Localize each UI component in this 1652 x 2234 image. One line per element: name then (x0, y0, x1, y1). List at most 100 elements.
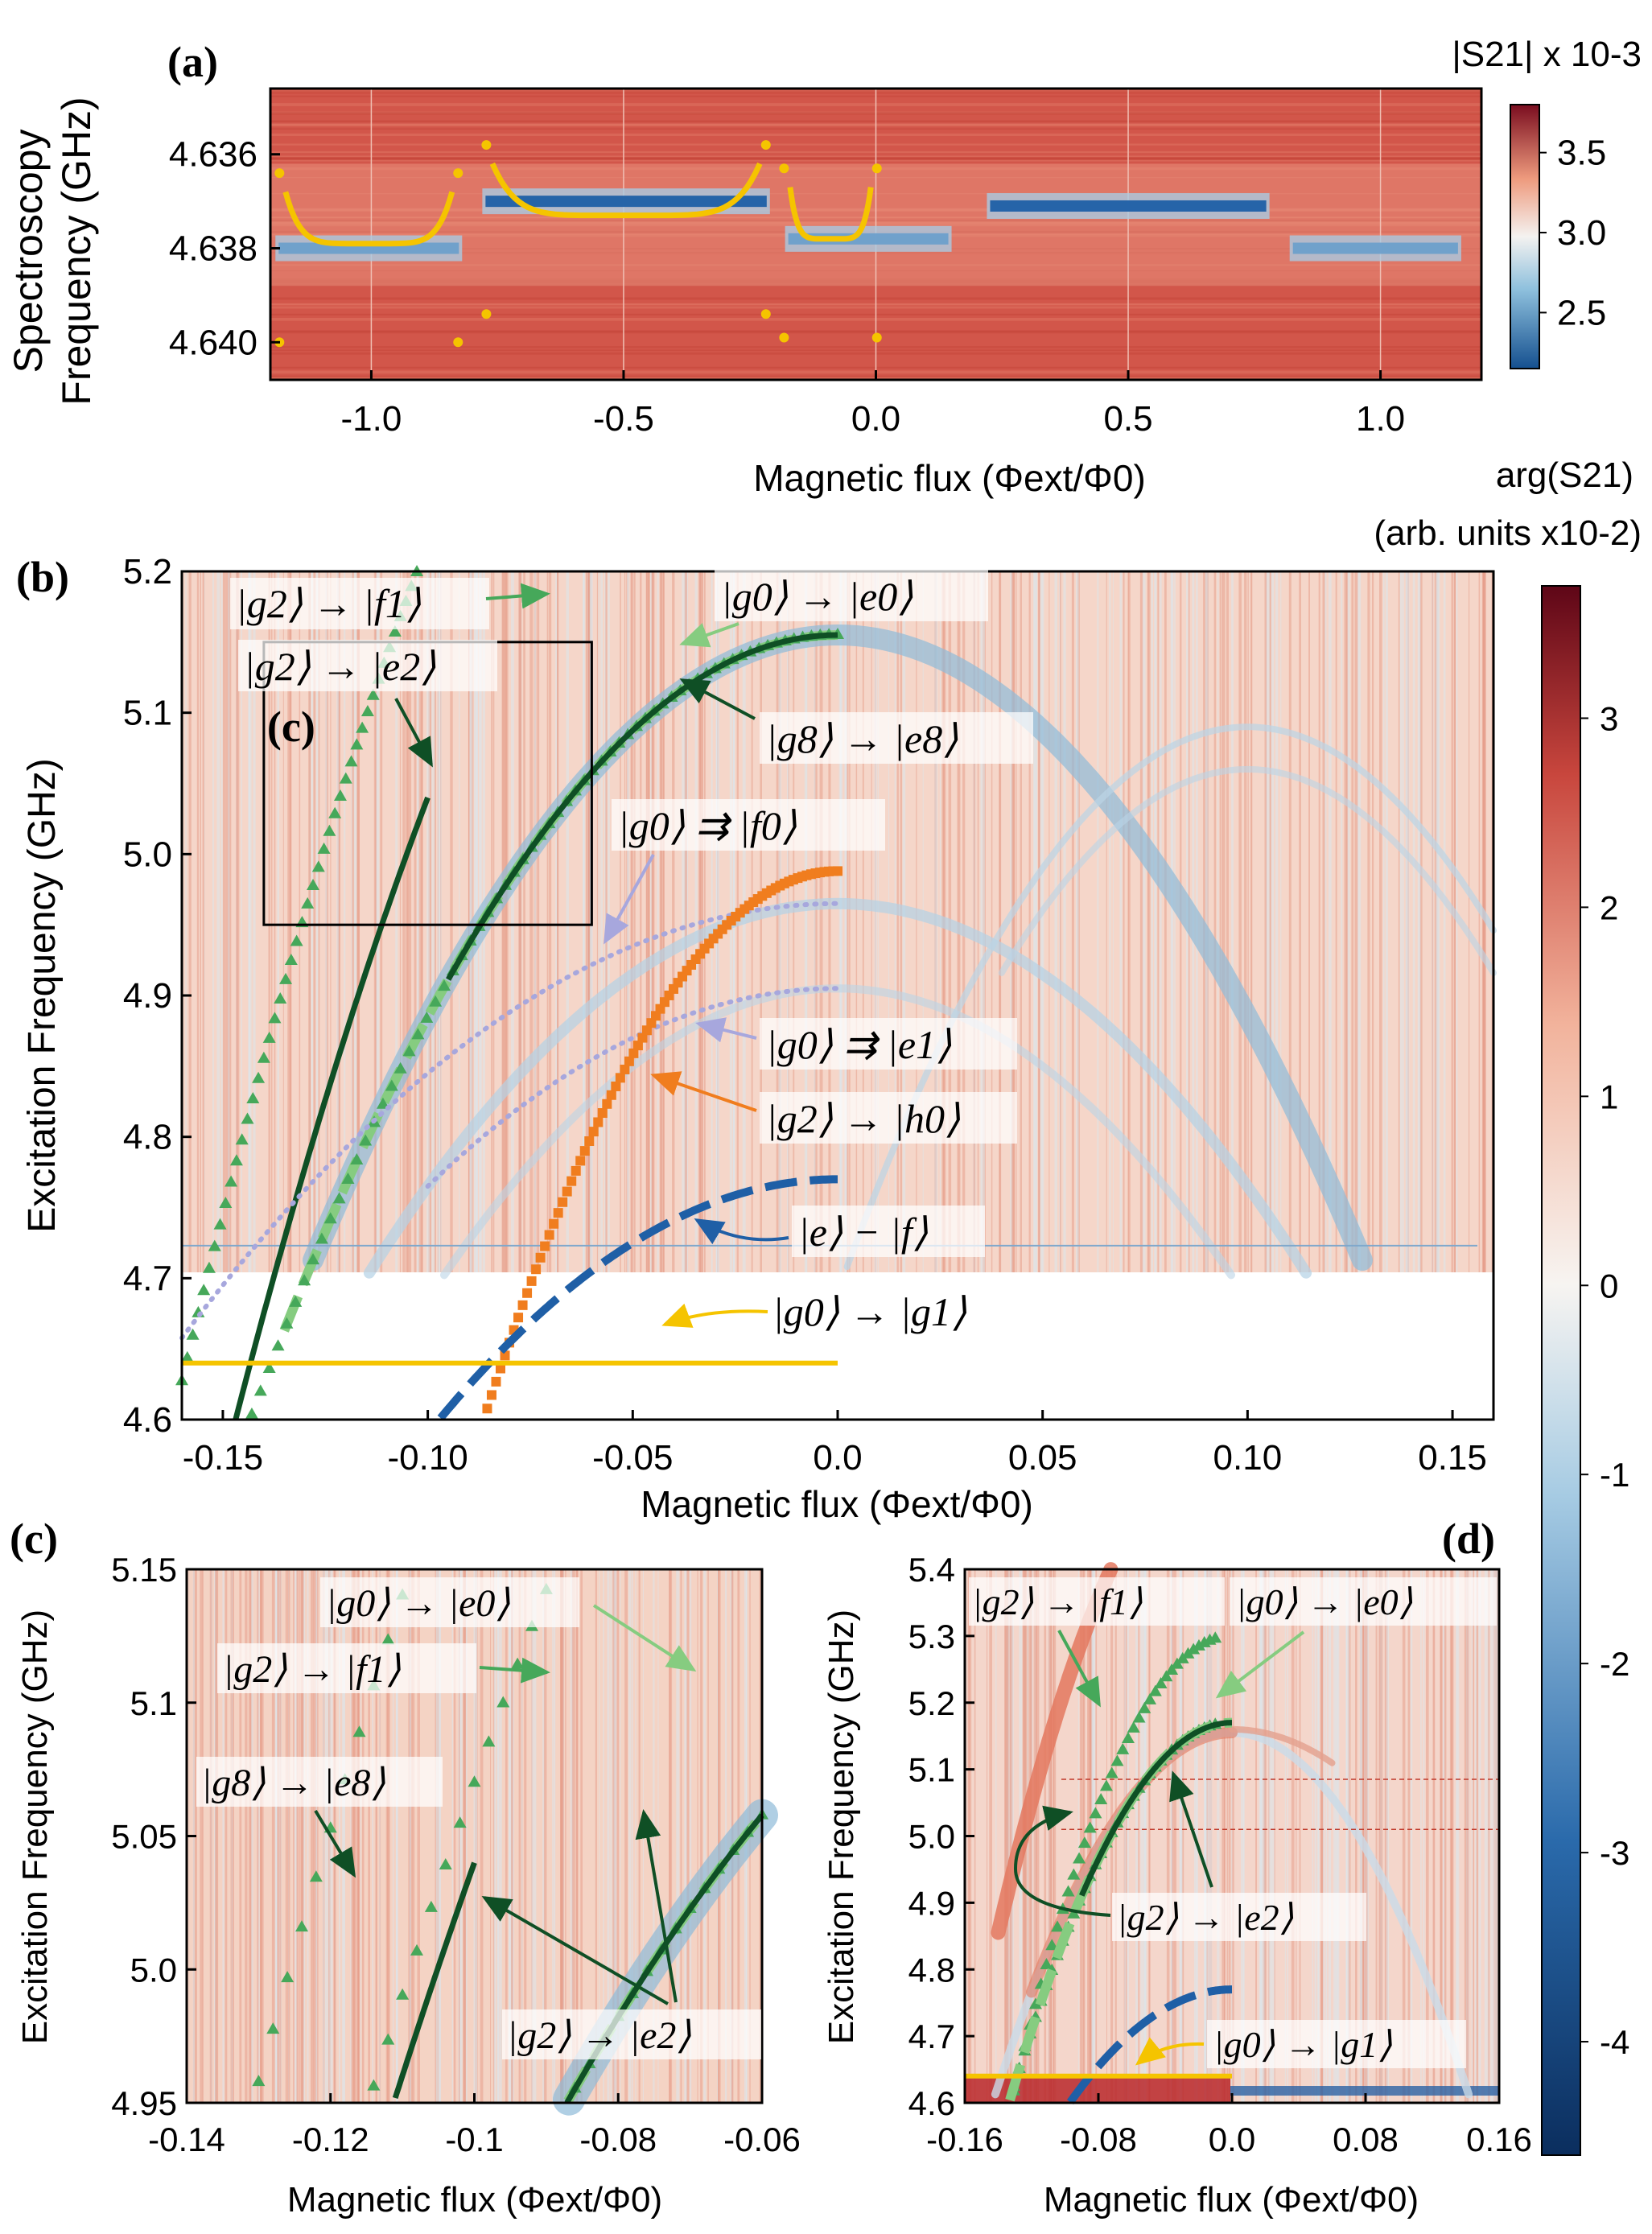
texture-stripe (311, 571, 314, 1272)
series-triangle-g2-f1 (180, 1350, 194, 1362)
texture-stripe (684, 1569, 687, 2103)
texture-stripe (603, 1569, 604, 2103)
a-fit-dot (779, 332, 789, 343)
series-triangle-g2-f1 (225, 1175, 238, 1187)
x-tick-label: -0.1 (445, 2121, 503, 2158)
texture-stripe (1284, 1569, 1286, 2103)
series-triangle-g2-f1 (1105, 1766, 1118, 1779)
texture-stripe (375, 1569, 377, 2103)
texture-stripe (922, 571, 924, 1272)
texture-stripe (1344, 571, 1347, 1272)
texture-stripe (1219, 571, 1221, 1272)
texture-stripe (437, 571, 441, 1272)
shared-colorbar: arg(S21) (arb. units x10-2) 3 2 1 0 -1 -2 -3 -4 (1374, 455, 1642, 2156)
texture-stripe (499, 1569, 502, 2103)
texture-stripe (1051, 1569, 1053, 2103)
texture-stripe (1333, 1569, 1336, 2103)
series-line-g2-e2 left (233, 796, 431, 1420)
texture-stripe (428, 571, 432, 1272)
texture-stripe (1334, 1569, 1337, 2103)
texture-stripe (600, 571, 603, 1272)
texture-stripe (1209, 1569, 1213, 2103)
texture-stripe (694, 571, 698, 1272)
panel-a-y-ticks: 4.636 4.638 4.640 (169, 135, 280, 362)
texture-stripe (222, 1569, 225, 2103)
texture-stripe (537, 571, 540, 1272)
series-triangle-g2-f1 (1138, 1701, 1151, 1713)
texture-stripe (995, 1569, 997, 2103)
texture-stripe (1171, 571, 1174, 1272)
texture-stripe (1314, 1569, 1316, 2103)
series-triangle-g2-f1 (333, 789, 347, 802)
a-fit-dot (760, 140, 771, 150)
series-square-g2-h0 (549, 1218, 559, 1229)
texture-stripe (1399, 571, 1403, 1272)
texture-stripe (407, 571, 410, 1272)
texture-stripe (1048, 1569, 1052, 2103)
texture-stripe (1127, 571, 1129, 1272)
texture-stripe (353, 1569, 356, 2103)
series-triangle-g2-e2 outer (289, 1295, 303, 1307)
texture-stripe (1241, 1569, 1244, 2103)
texture-stripe (616, 1569, 620, 2103)
texture-stripe (253, 571, 256, 1272)
panel-a-colorbar-ticks: 3.5 3.0 2.5 (1539, 134, 1606, 332)
series-triangle-g2-f1 (328, 806, 342, 818)
series-triangle-g2-e2 outer (332, 1192, 346, 1204)
texture-stripe (220, 571, 223, 1272)
x-tick-label: -0.14 (148, 2121, 225, 2158)
series-square-g2-h0 (620, 1064, 630, 1074)
texture-stripe (751, 571, 753, 1272)
texture-stripe (426, 571, 430, 1272)
series-triangle-g2-f1 (356, 721, 369, 733)
panel-a-ylabel-line2: Frequency (GHz) (54, 97, 99, 405)
texture-stripe (268, 571, 270, 1272)
texture-stripe (1127, 1569, 1130, 2103)
texture-stripe (543, 1569, 547, 2103)
series-line-g0=f0 (179, 901, 840, 1341)
texture-stripe (1028, 571, 1031, 1272)
texture-stripe (1337, 1569, 1340, 2103)
texture-stripe (1166, 1569, 1170, 2103)
texture-stripe (245, 1569, 248, 2103)
series-triangle-g2-e2 outer (350, 1153, 364, 1165)
texture-stripe (1180, 1569, 1181, 2103)
texture-stripe (1412, 571, 1415, 1272)
texture-stripe (548, 571, 552, 1272)
texture-stripe (1063, 571, 1066, 1272)
series-square-g2-h0 (526, 1276, 537, 1286)
texture-stripe (419, 571, 423, 1272)
series-square-g2-h0 (517, 1300, 528, 1310)
texture-stripe (412, 1569, 415, 2103)
texture-stripe (350, 1569, 352, 2103)
series-triangle-g2-f1 (1110, 1754, 1124, 1766)
texture-stripe (1386, 1569, 1390, 2103)
texture-stripe (1375, 1569, 1378, 2103)
texture-stripe (1030, 1569, 1032, 2103)
texture-stripe (257, 1569, 259, 2103)
measured-branch (843, 723, 1497, 1271)
texture-stripe (1464, 1569, 1467, 2103)
series-triangle-g2-f1 (1094, 1793, 1108, 1805)
texture-stripe (1420, 1569, 1422, 2103)
texture-stripe (571, 1569, 575, 2103)
panel-b-arrows (394, 583, 789, 1328)
panel-d-label: (d) (1442, 1515, 1495, 1563)
texture-stripe (228, 571, 232, 1272)
texture-stripe (1140, 1569, 1143, 2103)
series-triangle-g2-e2 outer (307, 1253, 319, 1265)
texture-stripe (1044, 1569, 1047, 2103)
texture-stripe (509, 1569, 512, 2103)
texture-stripe (1142, 571, 1146, 1272)
texture-stripe (490, 1569, 492, 2103)
a-dip-core (485, 196, 767, 208)
texture-stripe (1367, 571, 1370, 1272)
texture-stripe (1174, 571, 1176, 1272)
series-triangle-g2-f1 (268, 1012, 282, 1024)
d-arrow-g2-e2-b (1013, 1805, 1111, 1917)
texture-stripe (1251, 571, 1253, 1272)
texture-stripe (231, 1569, 233, 2103)
series-triangle-g2-e2 outer (262, 1362, 276, 1374)
b-arrow-g2-f1 (485, 583, 550, 609)
series-triangle-g2-e2-left (468, 1775, 481, 1787)
